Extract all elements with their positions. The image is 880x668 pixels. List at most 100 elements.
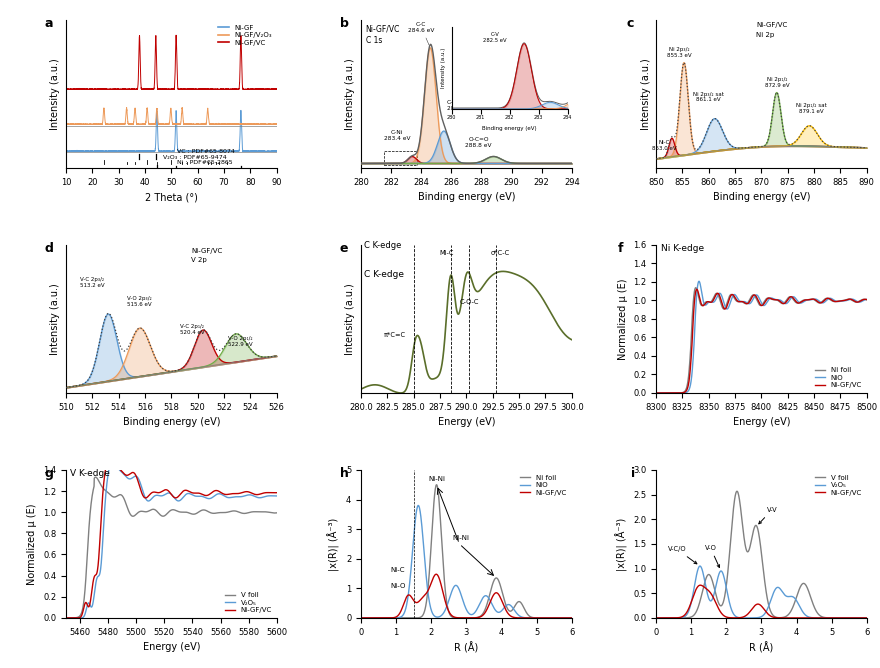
Line: NiO: NiO [656,281,867,393]
Line: Ni foil: Ni foil [656,288,867,393]
Text: Ni 2p₁/₂
872.9 eV: Ni 2p₁/₂ 872.9 eV [765,77,789,88]
V foil [271,509,282,517]
Y-axis label: |x(R)| (Å⁻³): |x(R)| (Å⁻³) [328,517,341,570]
Ni-GF/VC [567,614,577,622]
Ni foil [567,614,577,622]
NiO [567,614,577,622]
Ni-GF/VC [688,592,699,600]
NiO [819,298,830,306]
Ni foil [497,588,508,596]
V foil [688,612,699,620]
Text: C K-edge: C K-edge [364,271,404,279]
X-axis label: Binding energy (eV): Binding energy (eV) [713,192,810,202]
Line: Ni foil: Ni foil [361,485,572,618]
V foil [61,614,71,622]
Ni-GF/VC [862,614,872,622]
Ni-GF/VC [816,299,826,307]
NiO [796,299,806,307]
Text: Ni-GF/VC: Ni-GF/VC [191,248,223,254]
Text: V-O: V-O [705,545,720,568]
Text: Ni K-edge: Ni K-edge [662,244,705,253]
Line: V₂O₅: V₂O₅ [66,456,276,618]
NiO [651,389,662,397]
V foil [229,507,239,515]
X-axis label: Energy (eV): Energy (eV) [143,642,200,652]
X-axis label: R (Å): R (Å) [454,642,479,653]
Text: Ni 2p: Ni 2p [756,31,774,37]
Ni foil [356,614,366,622]
Text: Ni-Ni: Ni-Ni [428,476,445,482]
Legend: Ni foil, NiO, Ni-GF/VC: Ni foil, NiO, Ni-GF/VC [813,366,863,389]
V foil [225,508,236,516]
Text: Ni-C
853.0 eV: Ni-C 853.0 eV [652,140,676,150]
Text: Ni : PDF#65-2865: Ni : PDF#65-2865 [177,160,232,165]
X-axis label: 2 Theta (°): 2 Theta (°) [145,192,198,202]
Ni-GF/VC [356,614,366,622]
NiO [497,607,508,615]
V foil [651,614,662,622]
Text: V-O 2p₁/₂
522.9 eV: V-O 2p₁/₂ 522.9 eV [228,336,253,347]
V₂O₅ [775,585,786,593]
Legend: Ni foil, NiO, Ni-GF/VC: Ni foil, NiO, Ni-GF/VC [518,474,568,497]
Ni-GF/VC [775,614,786,622]
V₂O₅ [862,614,872,622]
V₂O₅ [106,452,116,460]
X-axis label: Energy (eV): Energy (eV) [733,418,790,428]
Y-axis label: Normalized μ (E): Normalized μ (E) [27,503,38,584]
Ni-GF/VC [225,490,236,498]
Ni-GF/VC [497,597,508,605]
Text: d: d [45,242,54,255]
Ni-GF/VC [82,601,92,609]
Y-axis label: |x(R)| (Å⁻³): |x(R)| (Å⁻³) [615,517,627,570]
Text: V-O 2p₃/₂
515.6 eV: V-O 2p₃/₂ 515.6 eV [128,296,152,307]
Text: V K-edge: V K-edge [70,469,110,478]
Ni-GF/VC [796,298,806,306]
V₂O₅ [225,494,236,502]
Legend: V foil, V₂O₅, Ni-GF/VC: V foil, V₂O₅, Ni-GF/VC [224,591,274,615]
V₂O₅ [146,495,157,503]
V foil [206,509,216,517]
Ni-GF/VC [61,614,71,622]
Line: V foil: V foil [656,491,867,618]
Text: b: b [340,17,348,30]
Text: e: e [340,242,348,255]
Y-axis label: Intensity (a.u.): Intensity (a.u.) [346,58,356,130]
Ni-GF/VC [515,614,525,622]
Y-axis label: Intensity (a.u.): Intensity (a.u.) [346,283,356,355]
Text: V-C/O: V-C/O [668,546,697,564]
Ni-GF/VC [103,448,114,456]
NiO [451,582,462,590]
Ni foil [410,614,421,622]
Text: Ni-GF/VC: Ni-GF/VC [365,25,400,33]
Text: a: a [45,17,54,30]
NiO [737,298,747,306]
V foil [91,473,101,481]
Ni-GF/VC [431,570,442,578]
Bar [384,151,417,165]
NiO [393,614,404,622]
V₂O₅ [229,493,239,501]
Text: V-C 2p₁/₂
520.4 eV: V-C 2p₁/₂ 520.4 eV [180,324,205,335]
Ni foil [651,389,662,397]
Text: π*C=C: π*C=C [384,332,406,338]
V₂O₅ [61,614,71,622]
Ni-GF/VC [862,295,872,303]
Legend: Ni-GF, Ni-GF/V₂O₃, Ni-GF/VC: Ni-GF, Ni-GF/V₂O₃, Ni-GF/VC [217,23,274,47]
Ni foil [744,297,754,305]
Ni-GF/VC [451,614,462,622]
Ni foil [480,605,491,613]
V foil [731,487,742,495]
Ni foil [819,295,830,303]
NiO [356,614,366,622]
Text: C 1s: C 1s [365,36,382,45]
Ni-GF/VC [792,614,803,622]
Text: Ni 2p₃/₂ sat
861.1 eV: Ni 2p₃/₂ sat 861.1 eV [693,92,724,102]
Ni foil [431,481,442,489]
NiO [693,277,704,285]
Ni foil [672,389,683,397]
V foil [705,572,715,580]
Line: NiO: NiO [361,506,572,618]
V₂O₅ [206,494,216,502]
Text: V-V: V-V [759,507,777,524]
Ni-GF/VC [746,605,757,613]
